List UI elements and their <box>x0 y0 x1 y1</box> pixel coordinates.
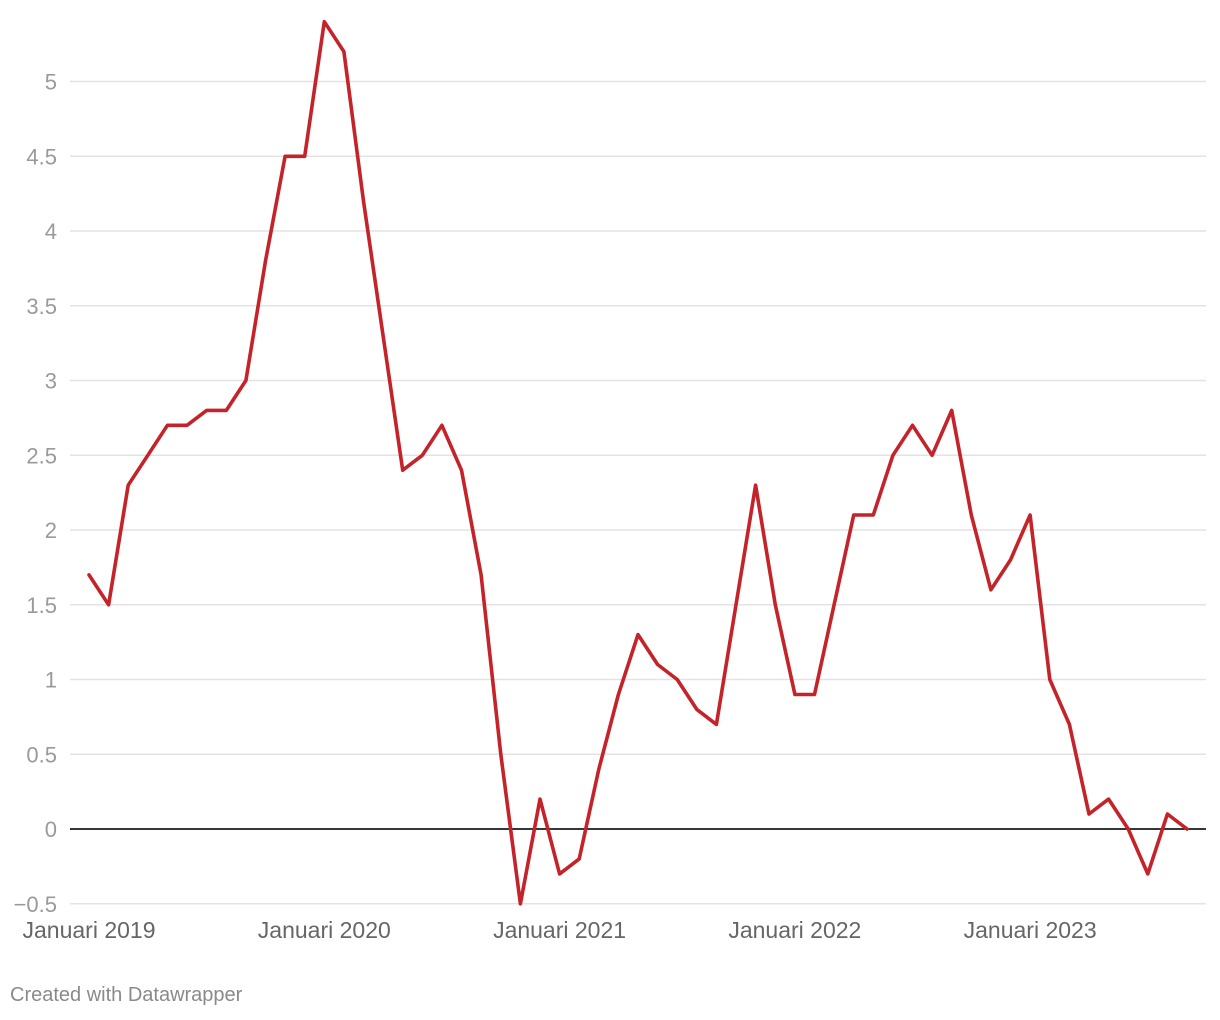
y-tick-label: 3 <box>45 369 57 394</box>
y-tick-label: 0.5 <box>26 742 57 767</box>
y-tick-label: 3.5 <box>26 294 57 319</box>
y-tick-label: 4.5 <box>26 144 57 169</box>
y-tick-label: 2.5 <box>26 443 57 468</box>
y-tick-label: 1.5 <box>26 593 57 618</box>
y-tick-label: 2 <box>45 518 57 543</box>
y-tick-label: 5 <box>45 70 57 95</box>
y-axis-tick-labels: −0.5 0 0.5 1 1.5 2 2.5 3 3.5 4 4.5 5 <box>14 70 57 917</box>
series-layer <box>87 19 1189 906</box>
x-tick-label: Januari 2021 <box>493 917 626 943</box>
y-tick-label: 1 <box>45 668 57 693</box>
x-axis-tick-labels: Januari 2019 Januari 2020 Januari 2021 Janu… <box>23 917 1097 943</box>
datawrapper-credit: Created with Datawrapper <box>10 984 243 1006</box>
y-tick-label: −0.5 <box>14 892 57 917</box>
y-tick-label: 0 <box>45 817 57 842</box>
x-tick-label: Januari 2022 <box>728 917 861 943</box>
x-tick-label: Januari 2023 <box>964 917 1097 943</box>
x-tick-label: Januari 2019 <box>23 917 156 943</box>
series-line <box>87 19 1189 906</box>
x-tick-label: Januari 2020 <box>258 917 391 943</box>
gridlines <box>70 80 1206 905</box>
y-tick-label: 4 <box>45 219 57 244</box>
